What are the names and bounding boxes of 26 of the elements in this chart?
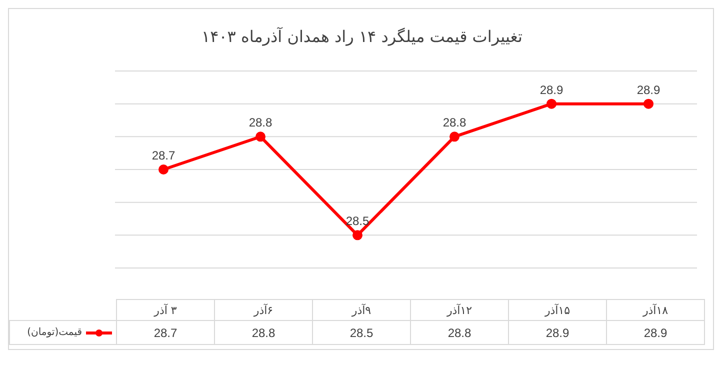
text: 28.5 <box>346 214 370 228</box>
x-tick-label: ۳ آذر <box>116 300 214 320</box>
text: 28.8 <box>248 116 272 130</box>
x-tick-label: ۹آذر <box>312 300 410 320</box>
point <box>644 98 654 109</box>
point <box>546 98 556 109</box>
text: 28.9 <box>540 82 564 97</box>
point <box>352 230 362 240</box>
chart-title: تغییرات قیمت میلگرد ۱۴ راد همدان آذرماه ۱۴۰۳ <box>200 27 524 46</box>
text: 28.7 <box>152 148 176 162</box>
point <box>256 132 266 142</box>
x-tick-label: ۱۸آذر <box>606 300 704 320</box>
x-tick-label: ۶آذر <box>214 300 312 320</box>
data-label: 28.8 <box>410 320 508 344</box>
point <box>450 132 460 142</box>
x-tick-label: ۱۲آذر <box>410 300 508 320</box>
data-label: 28.9 <box>606 320 704 344</box>
text: 28.9 <box>636 82 660 97</box>
point <box>158 164 168 174</box>
data-label: 28.5 <box>312 320 410 344</box>
x-tick-label: ۱۵آذر <box>508 300 606 320</box>
data-label: 28.8 <box>214 320 312 344</box>
legend-label: قیمت(تومان) <box>27 327 82 338</box>
data-label: 28.9 <box>508 320 606 344</box>
data-label: 28.7 <box>116 320 214 344</box>
text: 28.8 <box>442 116 466 130</box>
